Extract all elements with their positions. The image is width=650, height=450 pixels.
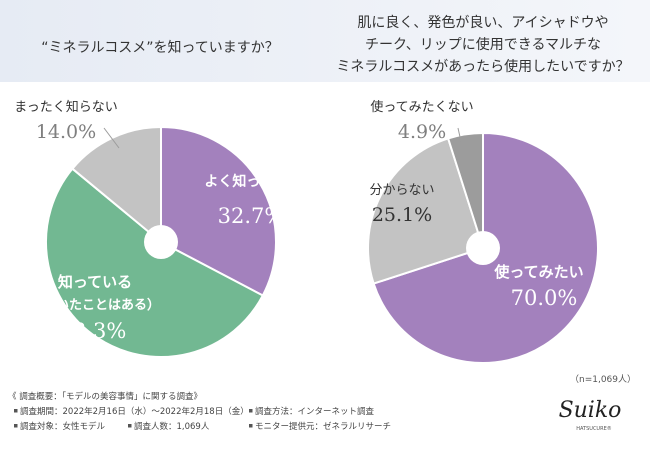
question-2-line-2: チーク、リップに使用できるマルチな <box>365 36 601 53</box>
pie2-center-hole <box>466 231 500 265</box>
survey-target: 調査対象：女性モデル <box>20 421 106 432</box>
brand-logo: Suiko <box>559 398 622 423</box>
pie2-pct-dont-want: 4.9% <box>398 121 446 143</box>
pie1-center-hole <box>144 225 178 259</box>
pie1-label-know-well: よく知っている <box>204 173 301 190</box>
pie2-label-want: 使ってみたい <box>493 263 583 281</box>
pie1-label-dont-know: まったく知らない <box>14 99 117 115</box>
bullet-icon <box>249 409 253 413</box>
question-banner <box>0 0 650 82</box>
bullet-icon <box>128 424 132 428</box>
pie2-pct-want: 70.0% <box>511 286 578 310</box>
pie2-slice-2 <box>446 131 484 249</box>
sample-size: （n=1,069人） <box>570 374 636 385</box>
pie2-label-dont-want: 使ってみたくない <box>370 99 473 115</box>
bullet-icon <box>249 424 253 428</box>
question-2-line-1: 肌に良く、発色が良い、アイシャドウや <box>357 14 608 31</box>
pie1-sublabel-know: （聞いたことはある） <box>30 297 160 313</box>
bullet-icon <box>14 409 18 413</box>
brand-logo-sub: HATSUCURE® <box>576 425 611 432</box>
bullet-icon <box>14 424 18 428</box>
question-1: “ミネラルコスメ”を知っていますか？ <box>41 39 279 56</box>
pie1-pct-dont-know: 14.0% <box>36 121 96 143</box>
survey-heading: 《 調査概要：「モデルの美容事情」に関する調査》 <box>8 391 202 402</box>
pie1-leader-line <box>103 127 120 149</box>
pie-chart-intent <box>367 131 599 364</box>
pie1-slice-0 <box>160 125 277 297</box>
pie-chart-awareness <box>44 125 277 358</box>
pie1-label-know: 知っている <box>58 273 132 291</box>
question-2-line-3: ミネラルコスメがあったら使用したいですか？ <box>336 58 629 75</box>
pie1-slice-1 <box>44 167 265 358</box>
survey-method: 調査方法：インターネット調査 <box>255 406 375 417</box>
survey-provider: モニター提供元：ゼネラルリサーチ <box>255 421 391 432</box>
survey-period: 調査期間：2022年2月16日（水）〜2022年2月18日（金） <box>20 406 249 417</box>
pie1-pct-know-well: 32.7% <box>218 204 285 228</box>
pie2-pct-unsure: 25.1% <box>372 204 432 226</box>
pie2-label-unsure: 分からない <box>369 183 434 198</box>
pie2-slice-1 <box>367 137 485 285</box>
survey-count: 調査人数：1,069人 <box>134 421 210 432</box>
pie2-leader-line <box>457 127 463 147</box>
pie1-pct-know: 53.3% <box>60 319 127 343</box>
